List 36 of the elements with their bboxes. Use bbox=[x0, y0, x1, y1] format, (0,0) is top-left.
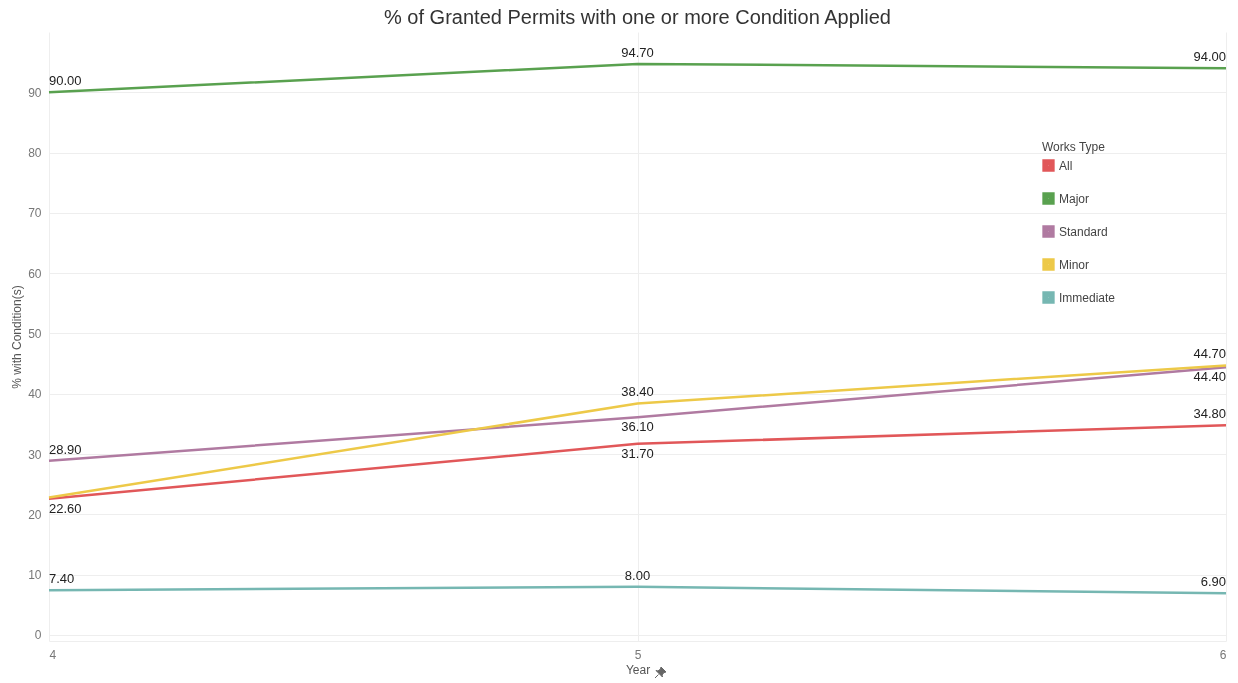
legend-label: All bbox=[1059, 158, 1073, 173]
y-tick-label: 20 bbox=[28, 507, 42, 522]
data-label: 28.90 bbox=[49, 441, 82, 457]
data-label: 7.40 bbox=[49, 571, 75, 587]
x-tick-label: 5 bbox=[634, 647, 642, 662]
legend-title: Works Type bbox=[1042, 140, 1106, 154]
legend-label: Major bbox=[1059, 191, 1090, 206]
x-axis-title: Year bbox=[625, 662, 651, 677]
data-label: 90.00 bbox=[49, 73, 82, 89]
y-tick-label: 40 bbox=[28, 387, 42, 402]
y-tick-label: 0 bbox=[34, 628, 42, 643]
y-tick-label: 50 bbox=[28, 326, 42, 341]
x-tick-label: 6 bbox=[1219, 647, 1227, 662]
data-label: 8.00 bbox=[624, 567, 651, 583]
y-tick-label: 10 bbox=[28, 568, 42, 583]
y-tick-label: 90 bbox=[28, 85, 42, 100]
data-label: 6.90 bbox=[1200, 574, 1226, 590]
legend-label: Immediate bbox=[1059, 290, 1116, 305]
y-tick-label: 70 bbox=[28, 206, 42, 221]
data-label: 44.70 bbox=[1193, 346, 1226, 362]
y-tick-label: 60 bbox=[28, 266, 42, 281]
data-label: 36.10 bbox=[621, 419, 654, 435]
x-tick-label: 4 bbox=[49, 647, 57, 662]
legend-label: Minor bbox=[1059, 257, 1090, 272]
data-label: 34.80 bbox=[1193, 406, 1226, 422]
data-label: 94.00 bbox=[1193, 49, 1226, 65]
y-tick-label: 30 bbox=[28, 447, 42, 462]
data-label: 44.40 bbox=[1193, 369, 1226, 385]
data-label: 22.60 bbox=[49, 500, 82, 516]
legend-label: Standard bbox=[1059, 224, 1108, 239]
y-axis-title: % with Condition(s) bbox=[10, 285, 25, 389]
y-tick-label: 80 bbox=[28, 146, 42, 161]
data-label: 38.40 bbox=[621, 384, 654, 400]
data-label: 31.70 bbox=[621, 445, 654, 461]
chart-title: % of Granted Permits with one or more Condition Applied bbox=[384, 6, 891, 28]
data-label: 94.70 bbox=[621, 44, 654, 60]
